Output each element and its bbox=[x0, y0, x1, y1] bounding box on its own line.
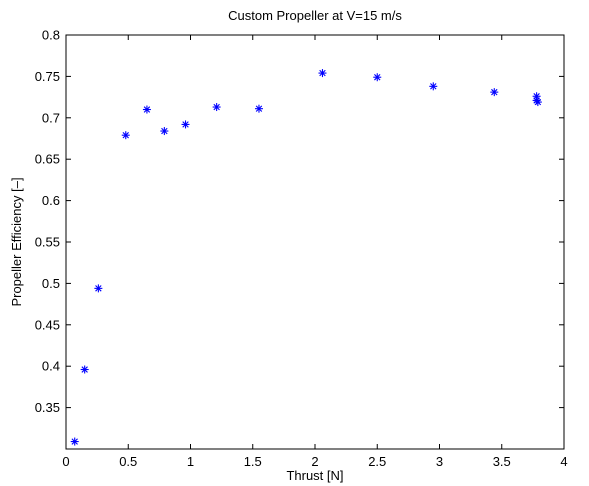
x-axis-title: Thrust [N] bbox=[286, 468, 343, 483]
data-point bbox=[429, 82, 438, 91]
data-point bbox=[80, 365, 89, 374]
data-point bbox=[142, 105, 151, 114]
y-tick-label: 0.65 bbox=[35, 152, 60, 167]
y-tick-label: 0.75 bbox=[35, 69, 60, 84]
x-tick-label: 3 bbox=[436, 454, 443, 469]
data-point bbox=[121, 131, 130, 140]
x-tick-label: 3.5 bbox=[493, 454, 511, 469]
x-tick-label: 2 bbox=[311, 454, 318, 469]
y-tick-label: 0.7 bbox=[42, 110, 60, 125]
plot-frame bbox=[65, 34, 565, 450]
plot-area bbox=[66, 35, 564, 449]
x-tick-label: 4 bbox=[560, 454, 567, 469]
y-tick-label: 0.45 bbox=[35, 317, 60, 332]
y-tick-label: 0.5 bbox=[42, 276, 60, 291]
ticks: 0 0.5 1 1.5 2 2.5 3 3.5 4 0.35 0.4 0.45 0.5 0.55 0.6 0.… bbox=[35, 28, 568, 470]
x-tick-label: 1.5 bbox=[244, 454, 262, 469]
data-point bbox=[254, 104, 263, 113]
data-point bbox=[94, 284, 103, 293]
data-point bbox=[373, 73, 382, 82]
data-point bbox=[70, 437, 79, 446]
y-tick-label: 0.8 bbox=[42, 28, 60, 43]
data-points bbox=[70, 69, 542, 446]
x-tick-label: 0 bbox=[62, 454, 69, 469]
data-point bbox=[533, 98, 542, 107]
data-point bbox=[181, 120, 190, 129]
y-tick-label: 0.4 bbox=[42, 359, 60, 374]
data-point bbox=[212, 103, 221, 112]
x-tick-label: 0.5 bbox=[119, 454, 137, 469]
y-tick-label: 0.35 bbox=[35, 400, 60, 415]
y-tick-label: 0.6 bbox=[42, 193, 60, 208]
data-point bbox=[490, 88, 499, 97]
x-tick-label: 2.5 bbox=[368, 454, 386, 469]
x-tick-label: 1 bbox=[187, 454, 194, 469]
y-tick-label: 0.55 bbox=[35, 235, 60, 250]
data-point bbox=[318, 69, 327, 78]
y-axis-title: Propeller Efficiency [–] bbox=[9, 177, 24, 306]
data-point bbox=[160, 127, 169, 136]
chart-title: Custom Propeller at V=15 m/s bbox=[228, 8, 402, 23]
